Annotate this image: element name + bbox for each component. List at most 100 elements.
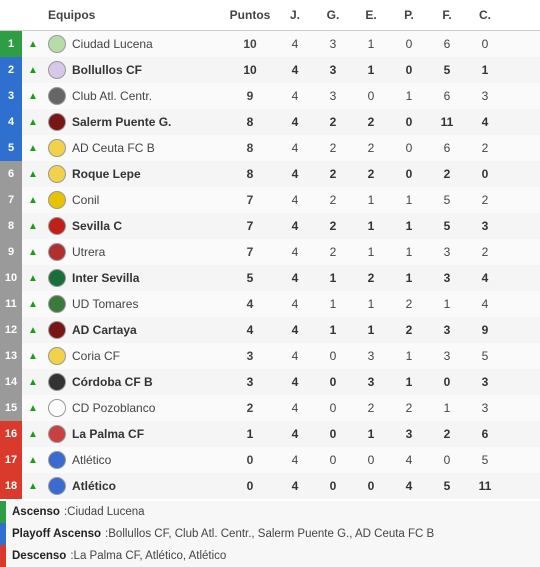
table-body: 1▲Ciudad Lucena104310602▲Bollullos CF104…	[0, 31, 540, 499]
cell-p: 1	[390, 349, 428, 363]
cell-p: 0	[390, 141, 428, 155]
position-cell: 11	[0, 291, 22, 317]
table-row: 13▲Coria CF3403135	[0, 343, 540, 369]
trend-arrow-icon: ▲	[22, 65, 44, 76]
cell-pts: 4	[224, 297, 276, 311]
cell-f: 6	[428, 89, 466, 103]
cell-pts: 8	[224, 167, 276, 181]
table-row: 6▲Roque Lepe8422020	[0, 161, 540, 187]
team-name: Utrera	[72, 245, 105, 259]
cell-pts: 7	[224, 193, 276, 207]
cell-e: 1	[352, 297, 390, 311]
cell-f: 5	[428, 479, 466, 493]
cell-g: 1	[314, 323, 352, 337]
team-name: UD Tomares	[72, 297, 138, 311]
cell-e: 2	[352, 167, 390, 181]
team-crest-icon	[48, 321, 66, 339]
team-cell: La Palma CF	[44, 425, 224, 443]
team-cell: AD Cartaya	[44, 321, 224, 339]
trend-arrow-icon: ▲	[22, 169, 44, 180]
cell-e: 3	[352, 375, 390, 389]
cell-j: 4	[276, 167, 314, 181]
team-cell: CD Pozoblanco	[44, 399, 224, 417]
cell-c: 2	[466, 245, 504, 259]
cell-pts: 7	[224, 219, 276, 233]
cell-j: 4	[276, 479, 314, 493]
team-cell: Club Atl. Centr.	[44, 87, 224, 105]
cell-c: 2	[466, 193, 504, 207]
legend-line: Ascenso : Ciudad Lucena	[0, 501, 540, 523]
cell-g: 2	[314, 115, 352, 129]
team-cell: UD Tomares	[44, 295, 224, 313]
cell-j: 4	[276, 271, 314, 285]
cell-j: 4	[276, 297, 314, 311]
team-cell: Conil	[44, 191, 224, 209]
cell-pts: 10	[224, 63, 276, 77]
trend-arrow-icon: ▲	[22, 117, 44, 128]
team-cell: Utrera	[44, 243, 224, 261]
cell-g: 2	[314, 167, 352, 181]
cell-g: 1	[314, 271, 352, 285]
cell-f: 2	[428, 167, 466, 181]
cell-e: 1	[352, 245, 390, 259]
position-cell: 1	[0, 31, 22, 57]
cell-c: 11	[466, 479, 504, 493]
team-crest-icon	[48, 373, 66, 391]
cell-p: 1	[390, 89, 428, 103]
cell-f: 3	[428, 271, 466, 285]
team-crest-icon	[48, 113, 66, 131]
team-name: Bollullos CF	[72, 63, 142, 77]
team-cell: Sevilla C	[44, 217, 224, 235]
header-c: C.	[466, 8, 504, 22]
cell-g: 0	[314, 349, 352, 363]
cell-c: 4	[466, 115, 504, 129]
trend-arrow-icon: ▲	[22, 143, 44, 154]
team-cell: Atlético	[44, 451, 224, 469]
cell-p: 0	[390, 167, 428, 181]
cell-pts: 2	[224, 401, 276, 415]
table-row: 10▲Inter Sevilla5412134	[0, 265, 540, 291]
table-header-row: Equipos Puntos J. G. E. P. F. C.	[0, 0, 540, 31]
team-name: Conil	[72, 193, 99, 207]
team-name: AD Cartaya	[72, 323, 137, 337]
trend-arrow-icon: ▲	[22, 195, 44, 206]
team-crest-icon	[48, 347, 66, 365]
position-cell: 3	[0, 83, 22, 109]
cell-g: 2	[314, 193, 352, 207]
cell-g: 3	[314, 37, 352, 51]
legend-color-bar	[0, 523, 6, 545]
cell-c: 4	[466, 297, 504, 311]
cell-f: 1	[428, 297, 466, 311]
cell-p: 1	[390, 375, 428, 389]
cell-e: 1	[352, 427, 390, 441]
table-row: 5▲AD Ceuta FC B8422062	[0, 135, 540, 161]
position-cell: 7	[0, 187, 22, 213]
table-row: 16▲La Palma CF1401326	[0, 421, 540, 447]
position-cell: 14	[0, 369, 22, 395]
cell-e: 1	[352, 37, 390, 51]
legend-teams: La Palma CF, Atlético, Atlético	[74, 550, 227, 562]
position-cell: 6	[0, 161, 22, 187]
cell-c: 3	[466, 219, 504, 233]
cell-c: 5	[466, 349, 504, 363]
standings-table: Equipos Puntos J. G. E. P. F. C. 1▲Ciuda…	[0, 0, 540, 567]
cell-g: 1	[314, 297, 352, 311]
cell-g: 0	[314, 479, 352, 493]
cell-f: 5	[428, 193, 466, 207]
cell-j: 4	[276, 89, 314, 103]
position-cell: 12	[0, 317, 22, 343]
cell-j: 4	[276, 37, 314, 51]
team-name: Coria CF	[72, 349, 120, 363]
team-name: Atlético	[72, 453, 111, 467]
cell-f: 3	[428, 349, 466, 363]
cell-f: 1	[428, 401, 466, 415]
position-cell: 5	[0, 135, 22, 161]
table-row: 8▲Sevilla C7421153	[0, 213, 540, 239]
cell-pts: 8	[224, 115, 276, 129]
cell-e: 2	[352, 141, 390, 155]
team-crest-icon	[48, 399, 66, 417]
cell-p: 2	[390, 401, 428, 415]
position-cell: 18	[0, 473, 22, 499]
cell-e: 0	[352, 479, 390, 493]
team-cell: Córdoba CF B	[44, 373, 224, 391]
